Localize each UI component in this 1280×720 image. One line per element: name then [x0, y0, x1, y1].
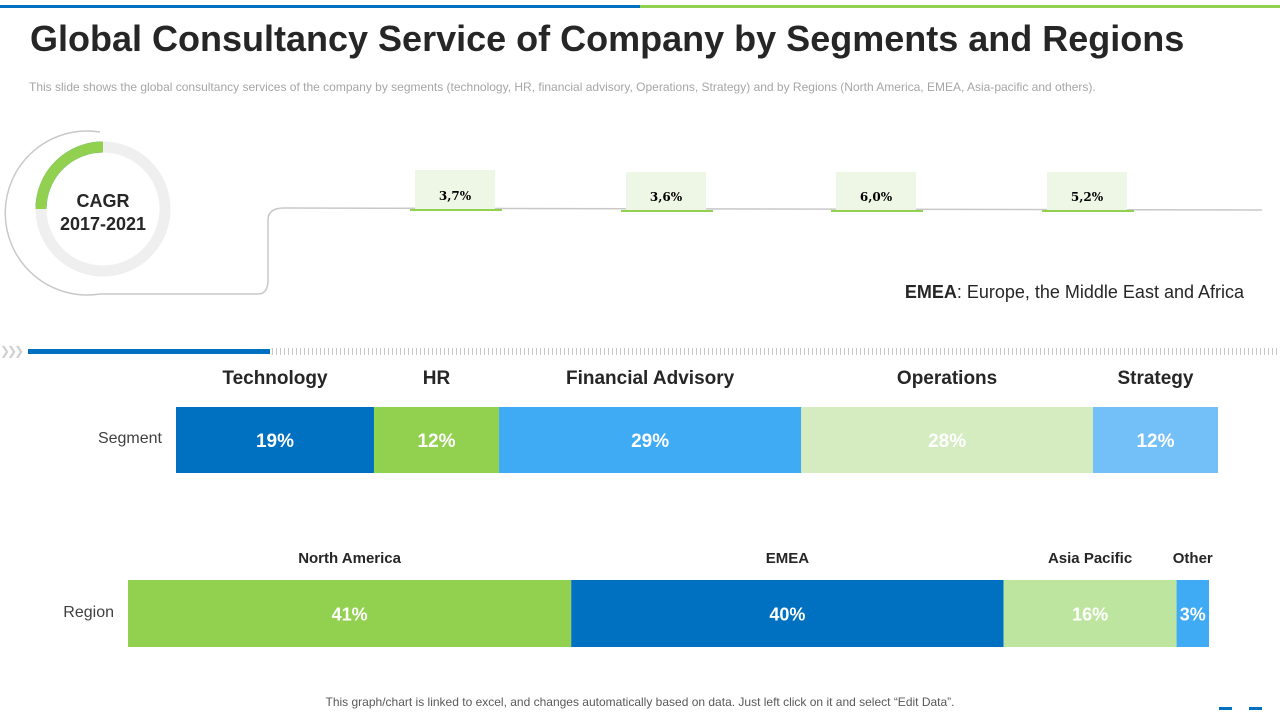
cagr-value-4: 5,2%	[1071, 190, 1104, 204]
cagr-outer-arc	[4, 130, 1263, 296]
segment-bar-strategy	[1092, 407, 1218, 473]
segment-value-strategy: 12%	[1136, 431, 1174, 452]
cagr-marker-4: 5,2%	[1042, 172, 1134, 212]
segment-bar-technology	[176, 407, 374, 473]
segment-value-hr: 12%	[417, 431, 455, 452]
region-header-other: Other	[1172, 550, 1213, 567]
footer-note: This graph/chart is linked to excel, and…	[325, 695, 955, 709]
segment-value-technology: 19%	[256, 431, 294, 452]
emea-abbr: EMEA	[904, 282, 957, 302]
cagr-label-line2: 2017-2021	[59, 214, 147, 234]
segment-bar-hr	[373, 407, 500, 473]
segment-header-strategy: Strategy	[1117, 368, 1194, 389]
top-accent-blue	[0, 5, 640, 8]
segment-value-operations: 28%	[928, 431, 966, 452]
segment-header-operations: Operations	[896, 368, 998, 389]
region-bar-emea	[571, 580, 1004, 647]
emea-footnote: EMEA: Europe, the Middle East and Africa	[905, 282, 1244, 303]
region-bar-asia-pacific	[1003, 580, 1177, 647]
corner-mark-1	[1219, 707, 1232, 710]
separator-chevrons-icon: ❯❯❯	[0, 344, 24, 358]
cagr-marker-2: 3,6%	[621, 172, 713, 212]
region-bar-other	[1176, 580, 1209, 647]
top-accent-green	[640, 5, 1280, 8]
corner-mark-2	[1249, 707, 1262, 710]
emea-definition: : Europe, the Middle East and Africa	[956, 282, 1244, 302]
region-value-asia-pacific: 16%	[1072, 605, 1108, 625]
region-header-north-america: North America	[298, 550, 401, 567]
region-bar-north-america	[128, 580, 572, 647]
cagr-marker-1: 3,7%	[410, 170, 502, 211]
region-value-north-america: 41%	[332, 605, 368, 625]
region-value-emea: 40%	[769, 605, 805, 625]
segment-bar-financial-advisory	[499, 407, 802, 473]
segment-value-financial-advisory: 29%	[631, 431, 669, 452]
cagr-value-3: 6,0%	[860, 190, 893, 204]
cagr-marker-3: 6,0%	[831, 172, 923, 212]
segment-header-financial-advisory: Financial Advisory	[565, 368, 735, 389]
cagr-value-1: 3,7%	[439, 189, 472, 203]
cagr-graphic: 3,7% 3,6% 6,0% 5,2%	[4, 130, 1263, 296]
region-header-emea: EMEA	[765, 550, 810, 567]
segment-header-hr: HR	[422, 368, 451, 389]
cagr-ring-green	[35, 141, 104, 210]
region-header-asia-pacific: Asia Pacific	[1047, 550, 1133, 567]
segment-row-label: Segment	[97, 430, 162, 447]
page-title: Global Consultancy Service of Company by…	[30, 18, 1185, 59]
segment-header-technology: Technology	[222, 368, 328, 389]
region-row-label: Region	[63, 604, 114, 621]
page-subtitle: This slide shows the global consultancy …	[29, 80, 1096, 94]
separator-dashed-line	[272, 348, 1278, 355]
cagr-label-line1: CAGR	[76, 191, 130, 211]
segment-bar-operations	[801, 407, 1093, 473]
cagr-value-2: 3,6%	[650, 190, 683, 204]
separator-blue-bar	[28, 349, 270, 354]
region-value-other: 3%	[1180, 605, 1206, 625]
cagr-label: CAGR 2017-2021	[44, 190, 162, 236]
